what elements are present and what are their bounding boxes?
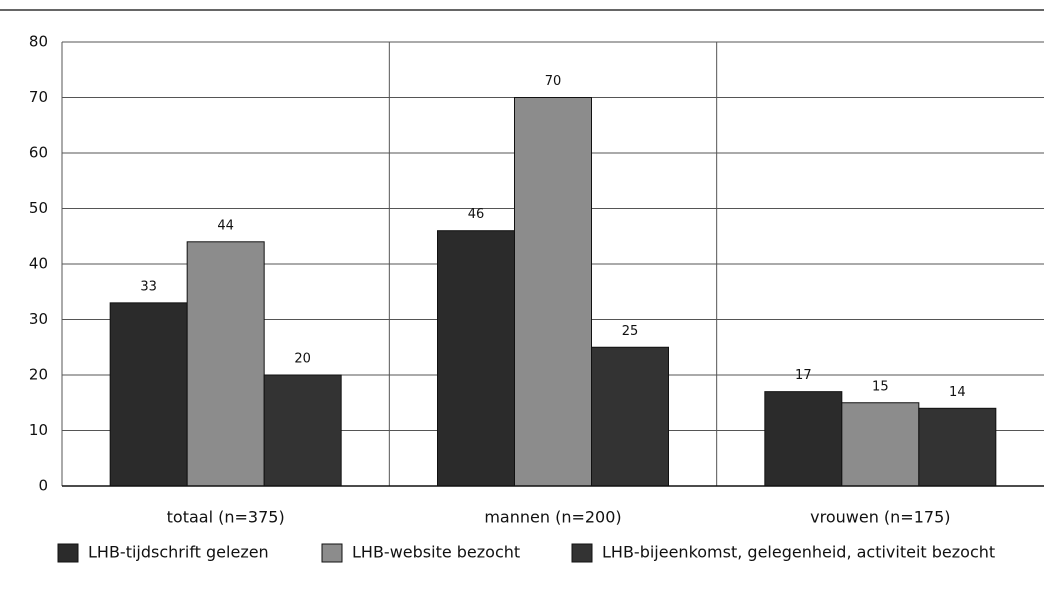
legend-label: LHB-bijeenkomst, gelegenheid, activiteit… bbox=[602, 543, 995, 562]
x-tick-label: mannen (n=200) bbox=[484, 508, 621, 527]
y-tick-label: 70 bbox=[29, 88, 48, 106]
bar bbox=[591, 346, 669, 487]
data-label: 70 bbox=[545, 74, 562, 89]
data-label: 20 bbox=[294, 352, 311, 367]
data-label: 17 bbox=[795, 368, 812, 383]
x-tick-label: vrouwen (n=175) bbox=[810, 508, 950, 527]
bar bbox=[918, 407, 997, 487]
bar bbox=[841, 402, 920, 487]
data-label: 14 bbox=[949, 385, 966, 400]
bar bbox=[186, 241, 265, 487]
bar bbox=[764, 391, 843, 487]
x-tick-label: totaal (n=375) bbox=[167, 508, 285, 527]
data-label: 33 bbox=[140, 279, 157, 294]
y-tick-label: 50 bbox=[29, 199, 48, 217]
y-tick-label: 40 bbox=[29, 255, 48, 273]
legend-label: LHB-website bezocht bbox=[352, 543, 520, 562]
y-tick-label: 10 bbox=[29, 421, 48, 439]
data-label: 25 bbox=[622, 324, 639, 339]
legend-swatch bbox=[571, 543, 593, 563]
data-label: 46 bbox=[468, 207, 485, 222]
y-tick-label: 20 bbox=[29, 366, 48, 384]
bar bbox=[263, 374, 342, 487]
y-tick-label: 30 bbox=[29, 310, 48, 328]
bar bbox=[109, 302, 188, 487]
data-label: 44 bbox=[217, 218, 234, 233]
bar bbox=[514, 97, 592, 487]
data-label: 15 bbox=[872, 379, 889, 394]
legend-swatch bbox=[321, 543, 343, 563]
legend-label: LHB-tijdschrift gelezen bbox=[88, 543, 269, 562]
y-tick-label: 0 bbox=[38, 477, 48, 495]
legend-swatch bbox=[57, 543, 79, 563]
y-tick-label: 80 bbox=[29, 33, 48, 51]
bar bbox=[437, 230, 515, 487]
y-tick-label: 60 bbox=[29, 144, 48, 162]
